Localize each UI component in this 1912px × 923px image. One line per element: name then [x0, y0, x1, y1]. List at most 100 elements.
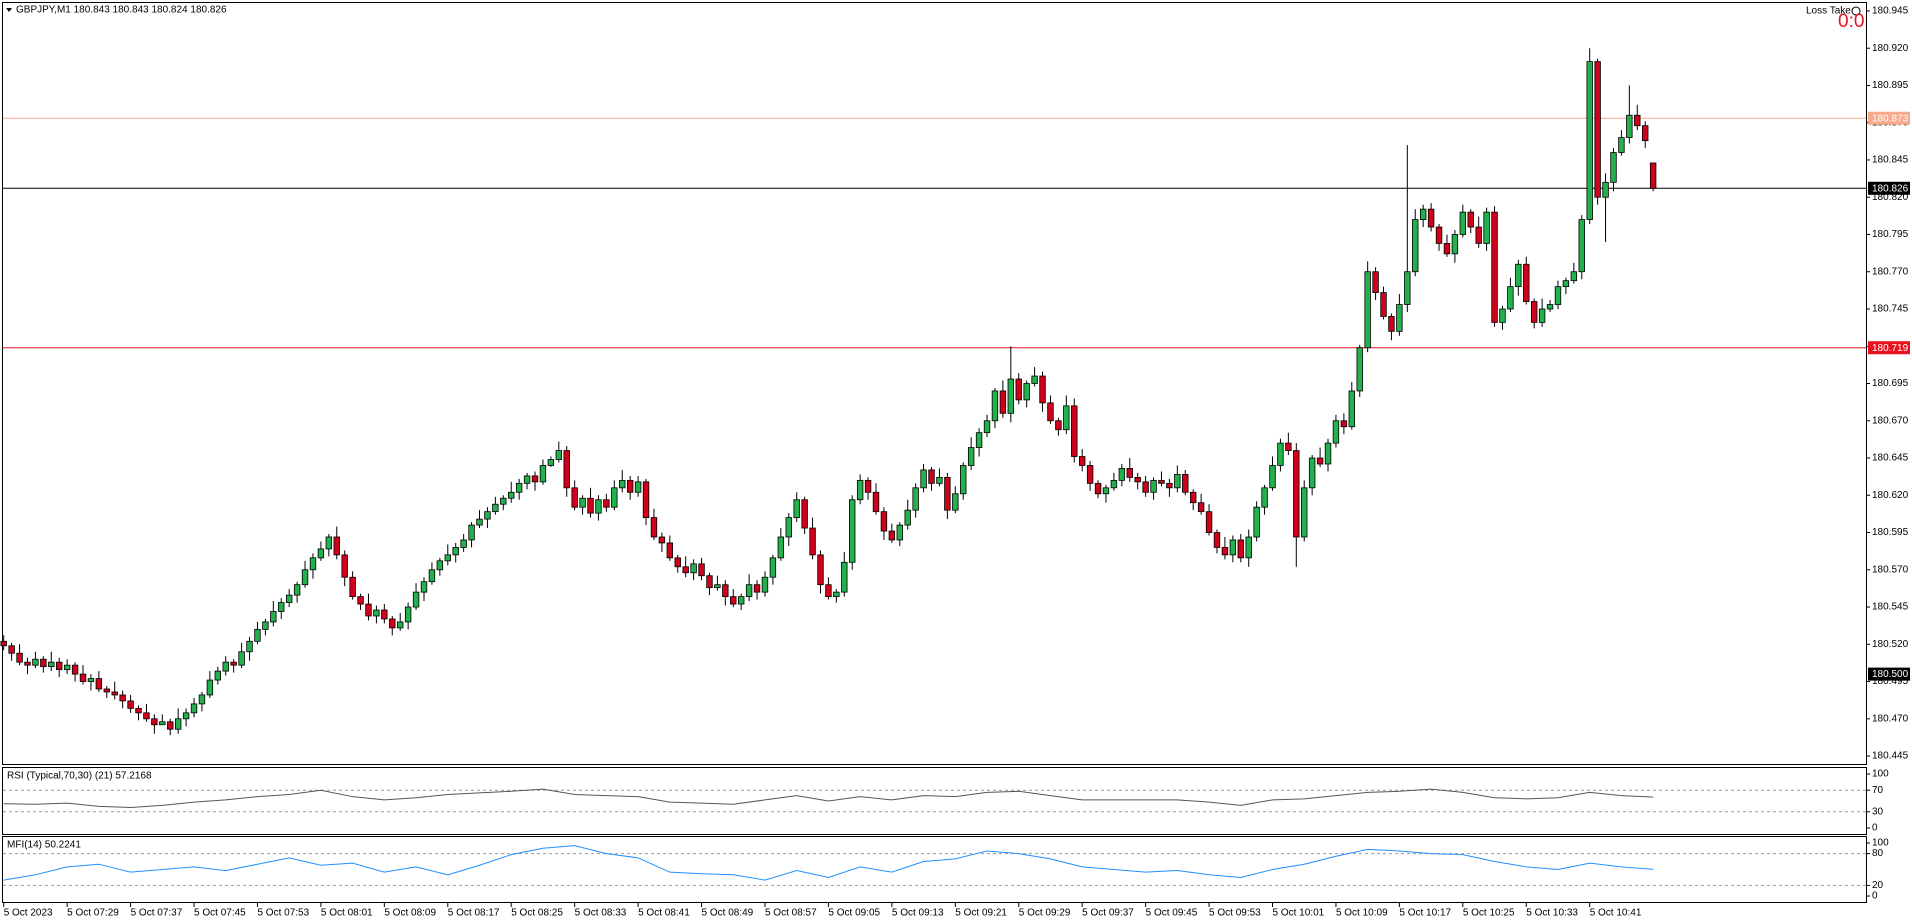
candle-body — [1507, 286, 1514, 310]
candle-body — [119, 694, 126, 702]
candle-body — [135, 707, 142, 714]
candle-body — [476, 518, 483, 526]
candle-body — [357, 596, 364, 605]
candle-body — [373, 609, 380, 617]
y-tick-label: 180.695 — [1872, 378, 1909, 389]
x-tick-label: 5 Oct 10:17 — [1399, 908, 1451, 919]
y-tick-label: 180.570 — [1872, 564, 1909, 575]
candle-body — [444, 554, 451, 562]
candle-body — [381, 609, 388, 620]
y-tick-label: 180.895 — [1872, 80, 1909, 91]
x-tick-label: 5 Oct 07:45 — [194, 908, 246, 919]
candle-body — [920, 469, 927, 489]
candle-body — [1063, 405, 1070, 431]
price-label: 180.873 — [1872, 113, 1909, 124]
candle-body — [1435, 226, 1443, 244]
candle-body — [1412, 219, 1419, 273]
candle-body — [1039, 375, 1046, 404]
candle-body — [190, 703, 198, 714]
candle-body — [785, 517, 792, 538]
trade-panel-icon[interactable] — [1851, 6, 1861, 16]
x-tick-label: 5 Oct 07:37 — [131, 908, 183, 919]
y-tick-label: 180.770 — [1872, 266, 1909, 277]
candle-body — [1451, 234, 1459, 255]
candle-body — [1523, 263, 1530, 302]
candle-body — [1419, 208, 1427, 220]
candle-body — [1594, 61, 1601, 198]
candle-body — [1554, 286, 1562, 305]
candle-body — [603, 499, 610, 508]
candle-body — [1118, 468, 1126, 481]
price-label-box — [1868, 341, 1910, 355]
candle-body — [79, 673, 87, 682]
candle-body — [404, 606, 412, 623]
rsi-panel-frame — [2, 767, 1867, 835]
candle-body — [460, 539, 467, 548]
candle-body — [706, 575, 713, 589]
x-tick-label: 5 Oct 09:05 — [828, 908, 880, 919]
trade-panel-label: Loss Take — [1806, 6, 1851, 17]
candle-body — [1007, 378, 1015, 414]
candle-body — [1094, 482, 1102, 495]
candle-body — [1110, 479, 1118, 489]
candle-body — [87, 678, 95, 682]
candle-body — [1388, 316, 1395, 332]
candle-body — [1356, 347, 1363, 392]
candle-body — [349, 576, 356, 598]
candle-body — [1483, 211, 1490, 244]
candle-body — [1126, 468, 1133, 478]
candle-body — [579, 497, 586, 508]
candle-body — [1562, 280, 1570, 288]
candle-body — [1237, 539, 1244, 559]
indicator-tick-label: 100 — [1872, 769, 1889, 780]
candle-body — [420, 581, 428, 593]
candle-body — [793, 499, 800, 519]
candle-body — [1626, 114, 1633, 139]
indicator-title: RSI (Typical,70,30) (21) 57.2168 — [7, 771, 152, 782]
candle-body — [484, 511, 491, 520]
candle-body — [436, 560, 444, 571]
symbol-menu-arrow[interactable] — [6, 8, 12, 12]
x-tick-label: 5 Oct 10:01 — [1273, 908, 1325, 919]
y-tick-label: 180.470 — [1872, 713, 1909, 724]
candle-body — [714, 584, 721, 589]
price-label-box — [1868, 181, 1910, 195]
candle-body — [182, 712, 190, 720]
candle-body — [1102, 487, 1110, 495]
y-tick-label: 180.545 — [1872, 602, 1909, 613]
candle-body — [1277, 442, 1284, 466]
candle-body — [849, 499, 856, 563]
candle-body — [254, 628, 261, 642]
y-tick-label: 180.445 — [1872, 751, 1909, 762]
candle-body — [809, 527, 816, 556]
candle-body — [40, 658, 47, 668]
y-tick-label: 180.845 — [1872, 155, 1909, 166]
candle-body — [1166, 482, 1173, 489]
candle-body — [1364, 271, 1371, 349]
x-tick-label: 5 Oct 10:33 — [1526, 908, 1578, 919]
candle-body — [745, 584, 753, 598]
candle-body — [1530, 301, 1538, 323]
candle-body — [56, 661, 63, 671]
candle-body — [341, 554, 348, 578]
candle-body — [626, 479, 634, 493]
candle-body — [159, 721, 166, 726]
candle-body — [1499, 308, 1506, 323]
candle-body — [769, 557, 777, 578]
candle-body — [1634, 114, 1641, 127]
x-tick-label: 5 Oct 08:49 — [702, 908, 754, 919]
candle-body — [825, 584, 832, 598]
x-tick-label: 5 Oct 08:33 — [575, 908, 627, 919]
candle-body — [563, 450, 570, 489]
candle-body — [127, 700, 134, 709]
candle-body — [690, 563, 697, 574]
candle-body — [468, 524, 475, 541]
candle-body — [1078, 456, 1086, 466]
candle-body — [1015, 378, 1022, 401]
candle-body — [1213, 532, 1221, 548]
candle-body — [1396, 304, 1403, 332]
x-tick-label: 5 Oct 08:09 — [384, 908, 436, 919]
candle-body — [309, 557, 317, 571]
candle-body — [682, 566, 689, 574]
